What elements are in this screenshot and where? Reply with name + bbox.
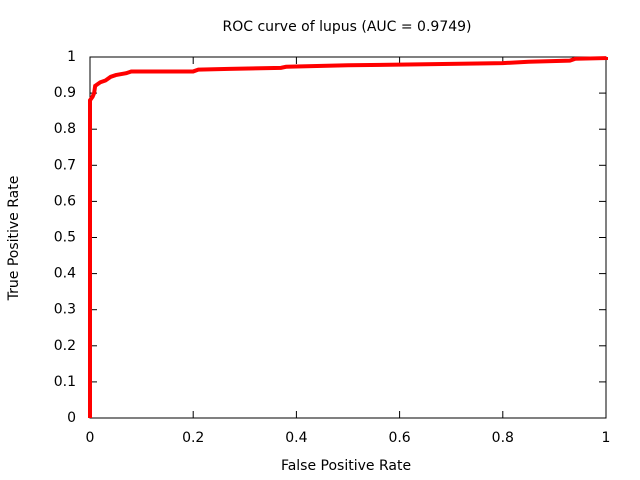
- y-axis-label: True Positive Rate: [6, 176, 22, 302]
- x-axis-label: False Positive Rate: [281, 458, 411, 474]
- x-tick-label: 0.6: [388, 430, 410, 446]
- x-tick-label: 0.8: [492, 430, 514, 446]
- x-tick-label: 0.2: [182, 430, 204, 446]
- x-tick-label: 0.4: [285, 430, 307, 446]
- y-tick-label: 0.4: [54, 266, 76, 282]
- y-tick-label: 0.7: [54, 157, 76, 173]
- y-tick-label: 1: [67, 49, 76, 65]
- y-tick-label: 0.2: [54, 338, 76, 354]
- y-tick-label: 0.6: [54, 193, 76, 209]
- y-tick-label: 0: [67, 410, 76, 426]
- x-tick-label: 0: [86, 430, 95, 446]
- y-tick-label: 0.8: [54, 121, 76, 137]
- y-tick-label: 0.3: [54, 302, 76, 318]
- y-tick-label: 0.9: [54, 85, 76, 101]
- y-tick-label: 0.5: [54, 230, 76, 246]
- y-tick-label: 0.1: [54, 374, 76, 390]
- x-tick-label: 1: [602, 430, 611, 446]
- chart-title: ROC curve of lupus (AUC = 0.9749): [223, 19, 472, 35]
- roc-line: [88, 56, 608, 418]
